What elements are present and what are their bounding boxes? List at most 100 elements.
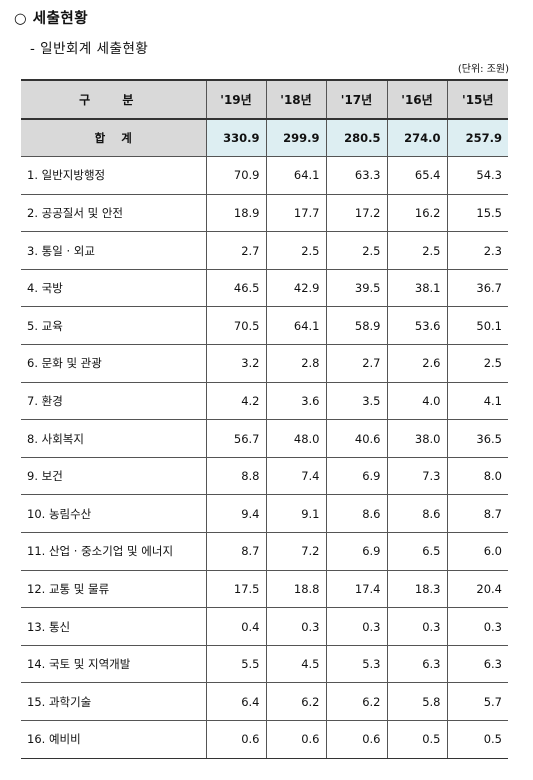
value-cell: 18.3: [386, 569, 448, 609]
value-cell: 5.7: [446, 682, 508, 721]
section-subtitle: - 일반회계 세출현황: [30, 41, 149, 57]
value-cell: 2.5: [446, 344, 508, 383]
value-cell: 6.4: [205, 682, 267, 721]
value-cell: 39.5: [325, 268, 388, 308]
value-cell: 4.1: [446, 381, 508, 421]
category-label: 1. 일반지방행정: [21, 156, 207, 195]
value-cell: 6.5: [386, 532, 448, 571]
value-cell: 38.0: [386, 419, 448, 458]
year-header: '17년: [325, 79, 388, 120]
value-cell: 64.1: [265, 156, 327, 195]
value-cell: 46.5: [205, 268, 267, 308]
category-header: 구 분: [21, 79, 207, 120]
value-cell: 6.0: [446, 532, 508, 571]
value-cell: 70.9: [205, 156, 267, 195]
table-row: 12. 교통 및 물류 17.5 18.8 17.4 18.3 20.4: [21, 569, 508, 609]
table-row: 15. 과학기술 6.4 6.2 6.2 5.8 5.7: [21, 682, 508, 721]
value-cell: 0.6: [325, 720, 388, 759]
value-cell: 58.9: [325, 306, 388, 346]
value-cell: 6.9: [325, 532, 388, 571]
table-row: 10. 농림수산 9.4 9.1 8.6 8.6 8.7: [21, 494, 508, 534]
value-cell: 15.5: [446, 193, 508, 233]
table-row: 4. 국방 46.5 42.9 39.5 38.1 36.7: [21, 268, 508, 308]
total-value: 330.9: [205, 118, 267, 158]
table-row: 5. 교육 70.5 64.1 58.9 53.6 50.1: [21, 306, 508, 346]
value-cell: 38.1: [386, 268, 448, 308]
value-cell: 0.3: [386, 607, 448, 646]
table-row: 9. 보건 8.8 7.4 6.9 7.3 8.0: [21, 456, 508, 496]
value-cell: 18.9: [205, 193, 267, 233]
value-cell: 0.3: [265, 607, 327, 646]
value-cell: 0.5: [386, 720, 448, 759]
value-cell: 8.7: [446, 494, 508, 534]
value-cell: 2.7: [205, 231, 267, 270]
category-label: 9. 보건: [21, 456, 207, 496]
total-label: 합 계: [21, 118, 207, 158]
value-cell: 6.2: [325, 682, 388, 721]
value-cell: 6.2: [265, 682, 327, 721]
total-value: 274.0: [386, 118, 448, 158]
value-cell: 0.4: [205, 607, 267, 646]
section-title: ○ 세출현황: [14, 11, 89, 27]
value-cell: 5.5: [205, 644, 267, 684]
value-cell: 8.8: [205, 456, 267, 496]
category-label: 4. 국방: [21, 268, 207, 308]
table-header-row: 구 분 '19년 '18년 '17년 '16년 '15년: [21, 79, 508, 120]
value-cell: 2.5: [325, 231, 388, 270]
value-cell: 6.3: [386, 644, 448, 684]
table-row: 16. 예비비 0.6 0.6 0.6 0.5 0.5: [21, 720, 508, 759]
value-cell: 36.7: [446, 268, 508, 308]
value-cell: 6.3: [446, 644, 508, 684]
value-cell: 64.1: [265, 306, 327, 346]
year-header: '18년: [265, 79, 327, 120]
category-label: 7. 환경: [21, 381, 207, 421]
value-cell: 42.9: [265, 268, 327, 308]
value-cell: 5.8: [386, 682, 448, 721]
category-label: 6. 문화 및 관광: [21, 344, 207, 383]
value-cell: 48.0: [265, 419, 327, 458]
value-cell: 7.3: [386, 456, 448, 496]
value-cell: 63.3: [325, 156, 388, 195]
value-cell: 3.2: [205, 344, 267, 383]
value-cell: 7.2: [265, 532, 327, 571]
value-cell: 0.6: [205, 720, 267, 759]
value-cell: 18.8: [265, 569, 327, 609]
table-row: 8. 사회복지 56.7 48.0 40.6 38.0 36.5: [21, 419, 508, 458]
value-cell: 2.8: [265, 344, 327, 383]
value-cell: 56.7: [205, 419, 267, 458]
value-cell: 2.5: [265, 231, 327, 270]
category-label: 11. 산업 · 중소기업 및 에너지: [21, 532, 207, 571]
value-cell: 8.6: [386, 494, 448, 534]
value-cell: 17.2: [325, 193, 388, 233]
value-cell: 0.6: [265, 720, 327, 759]
value-cell: 4.5: [265, 644, 327, 684]
category-label: 14. 국토 및 지역개발: [21, 644, 207, 684]
category-label: 12. 교통 및 물류: [21, 569, 207, 609]
value-cell: 17.5: [205, 569, 267, 609]
value-cell: 8.0: [446, 456, 508, 496]
value-cell: 17.4: [325, 569, 388, 609]
category-label: 10. 농림수산: [21, 494, 207, 534]
table-row: 3. 통일 · 외교 2.7 2.5 2.5 2.5 2.3: [21, 231, 508, 270]
category-label: 15. 과학기술: [21, 682, 207, 721]
table-row: 14. 국토 및 지역개발 5.5 4.5 5.3 6.3 6.3: [21, 644, 508, 684]
year-header: '19년: [205, 79, 267, 120]
table-row: 13. 통신 0.4 0.3 0.3 0.3 0.3: [21, 607, 508, 646]
unit-label: (단위: 조원): [457, 64, 509, 75]
expenditure-table: 구 분 '19년 '18년 '17년 '16년 '15년 합 계 330.9 2…: [21, 79, 508, 759]
value-cell: 16.2: [386, 193, 448, 233]
year-header: '15년: [446, 79, 508, 120]
value-cell: 20.4: [446, 569, 508, 609]
category-label: 13. 통신: [21, 607, 207, 646]
value-cell: 6.9: [325, 456, 388, 496]
value-cell: 17.7: [265, 193, 327, 233]
value-cell: 54.3: [446, 156, 508, 195]
value-cell: 4.2: [205, 381, 267, 421]
category-label: 2. 공공질서 및 안전: [21, 193, 207, 233]
value-cell: 8.7: [205, 532, 267, 571]
value-cell: 8.6: [325, 494, 388, 534]
value-cell: 36.5: [446, 419, 508, 458]
total-row: 합 계 330.9 299.9 280.5 274.0 257.9: [21, 118, 508, 158]
total-value: 257.9: [446, 118, 508, 158]
table-row: 11. 산업 · 중소기업 및 에너지 8.7 7.2 6.9 6.5 6.0: [21, 532, 508, 571]
